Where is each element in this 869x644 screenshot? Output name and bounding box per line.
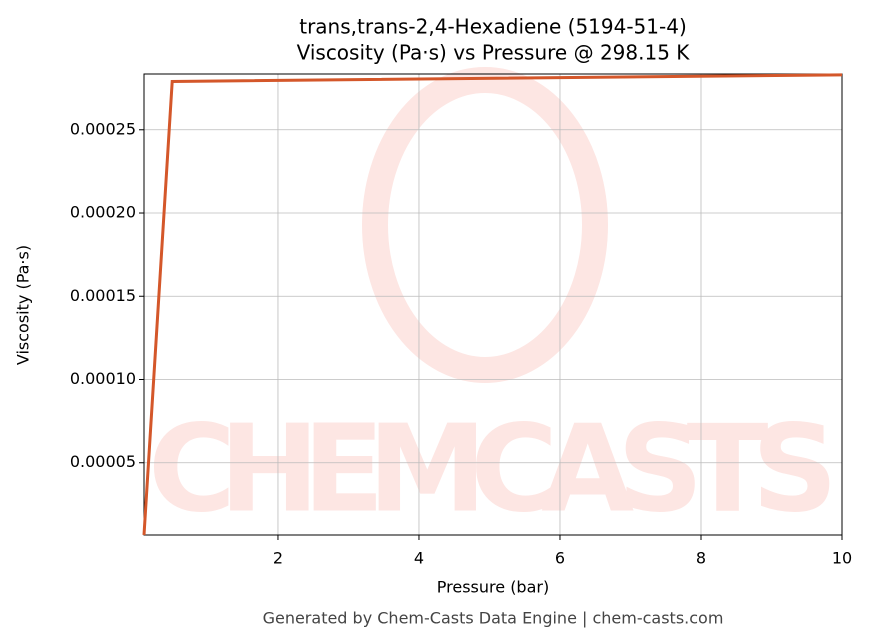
x-axis-label: Pressure (bar) [437,578,549,597]
x-tick-label: 6 [555,549,565,568]
x-tick-label: 10 [832,549,852,568]
y-tick-label: 0.00015 [70,286,136,305]
y-tick-label: 0.00020 [70,203,136,222]
plot-frame [143,73,843,536]
y-tick-label: 0.00010 [70,369,136,388]
x-tick-label: 2 [273,549,283,568]
y-tick-label: 0.00005 [70,452,136,471]
x-tick-label: 4 [414,549,424,568]
data-line [142,73,843,536]
footer: Generated by Chem-Casts Data Engine | ch… [263,609,724,628]
y-axis-label: Viscosity (Pa·s) [14,245,33,365]
watermark-logo [362,67,608,383]
watermark: CHEMCASTS [148,401,838,540]
chart-subtitle: Viscosity (Pa·s) vs Pressure @ 298.15 K [297,41,691,65]
chart-title: trans,trans-2,4-Hexadiene (5194-51-4) [299,15,687,39]
y-tick-label: 0.00025 [70,119,136,138]
x-tick-label: 8 [696,549,706,568]
